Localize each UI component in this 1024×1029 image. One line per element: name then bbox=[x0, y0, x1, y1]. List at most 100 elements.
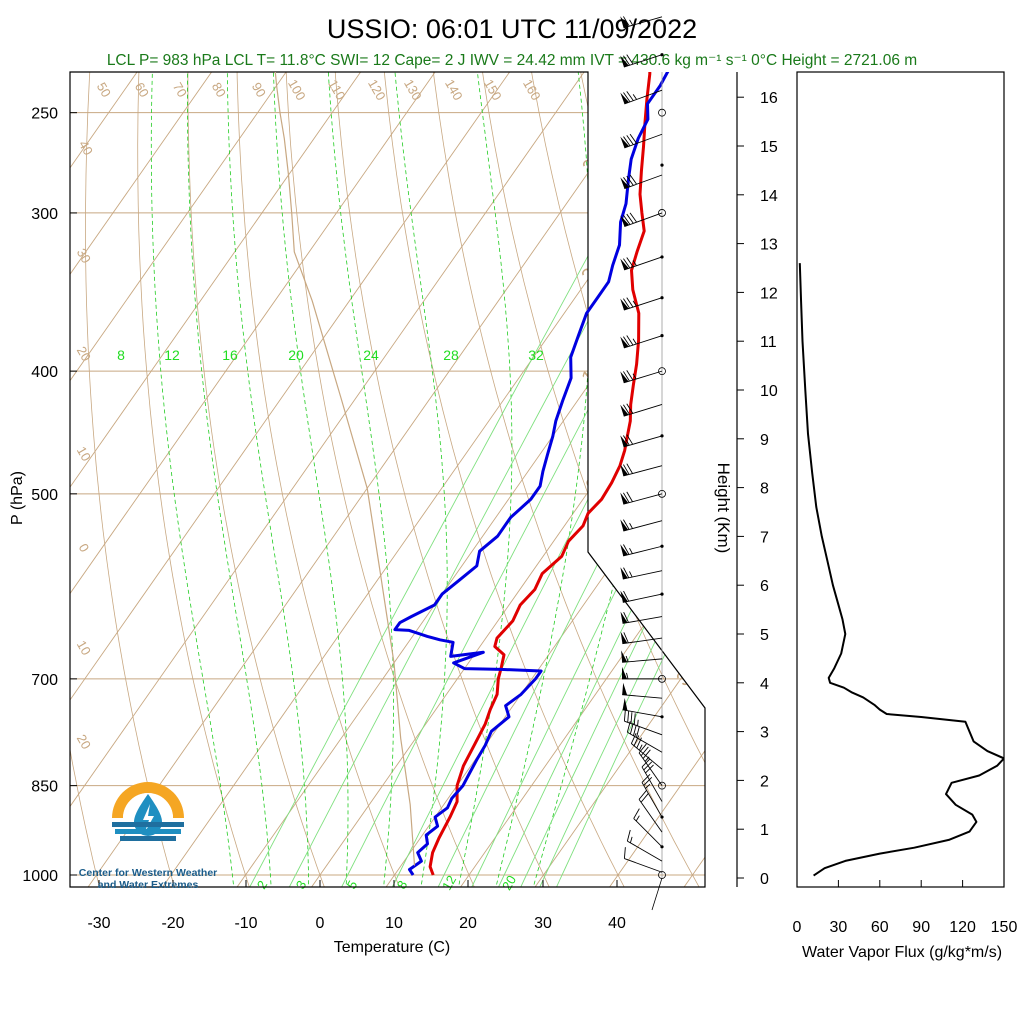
wind-barb-flag bbox=[624, 847, 625, 858]
water-vapor-flux-line bbox=[800, 263, 1004, 876]
skewt-y-axis-label: P (hPa) bbox=[9, 471, 26, 525]
dry-adiabat-line bbox=[689, 0, 1024, 891]
adiabat-label: 10 bbox=[74, 444, 94, 464]
flux-tick-label: 60 bbox=[871, 919, 889, 936]
parcel-path-line bbox=[275, 67, 415, 866]
flux-y-axis-label: Height (Km) bbox=[714, 463, 733, 554]
flux-tick-label: 30 bbox=[830, 919, 848, 936]
adiabat-label: 30 bbox=[74, 246, 94, 266]
skewt-background bbox=[0, 0, 1024, 891]
isotherm-line bbox=[681, 0, 1024, 891]
pressure-tick-label: 850 bbox=[31, 779, 58, 796]
wind-barb bbox=[621, 650, 662, 662]
wind-barb-flag bbox=[631, 712, 632, 723]
wind-barb bbox=[627, 830, 662, 861]
barb-area-mask bbox=[588, 72, 705, 708]
pressure-tick-label: 1000 bbox=[22, 868, 58, 885]
wind-barb-flag bbox=[627, 830, 630, 841]
height-tick-label: 10 bbox=[760, 383, 778, 400]
pressure-tick-label: 500 bbox=[31, 487, 58, 504]
dry-adiabat-line bbox=[920, 0, 1024, 891]
wind-barb-flag bbox=[628, 711, 629, 722]
moist-adiabat-line bbox=[325, 0, 394, 891]
mixing-ratio-label: 16 bbox=[222, 347, 238, 363]
dry-adiabat-line bbox=[188, 0, 326, 891]
temperature-tick-label: 0 bbox=[316, 915, 325, 932]
wind-barb-pennant bbox=[623, 698, 628, 711]
cw3e-logo: Center for Western Weather and Water Ext… bbox=[79, 782, 217, 891]
isotherm-line bbox=[0, 0, 536, 891]
logo-wave-2 bbox=[115, 829, 181, 834]
wind-barb bbox=[642, 759, 662, 802]
wind-barb bbox=[624, 847, 662, 872]
adiabat-label: 160 bbox=[520, 77, 544, 103]
dry-adiabat-line bbox=[804, 0, 1024, 891]
skewt-x-axis-label: Temperature (C) bbox=[334, 939, 450, 956]
isotherm-line bbox=[0, 0, 387, 891]
flux-tick-label: 120 bbox=[949, 919, 976, 936]
height-tick-label: 12 bbox=[760, 285, 778, 302]
height-tick-label: 11 bbox=[760, 334, 777, 351]
pressure-tick-label: 300 bbox=[31, 206, 58, 223]
height-tick-label: 16 bbox=[760, 90, 778, 107]
wind-barb-staff bbox=[624, 859, 662, 873]
flux-tick-label: 90 bbox=[912, 919, 930, 936]
dry-adiabat-line bbox=[138, 0, 251, 891]
dry-adiabat-line bbox=[328, 0, 551, 891]
temperature-tick-label: 10 bbox=[385, 915, 403, 932]
isotherm-line bbox=[458, 0, 1024, 891]
skewt-axes: 1001502002503004005007008501000-30-20-10… bbox=[22, 0, 626, 932]
logo-text-line1: Center for Western Weather bbox=[79, 867, 217, 879]
dry-adiabat-line bbox=[843, 0, 1024, 891]
temperature-tick-label: -20 bbox=[161, 915, 184, 932]
height-tick-label: 3 bbox=[760, 725, 769, 742]
barb-column-tail bbox=[652, 878, 662, 910]
mixing-ratio-label: 12 bbox=[439, 873, 459, 893]
mixing-ratio-label: 20 bbox=[288, 347, 304, 363]
adiabat-label: 150 bbox=[481, 77, 505, 103]
height-tick-label: 0 bbox=[760, 871, 769, 888]
flux-tick-label: 0 bbox=[793, 919, 802, 936]
mixing-ratio-label: 20 bbox=[499, 873, 519, 893]
adiabat-label: 0 bbox=[76, 541, 93, 555]
temperature-tick-label: -10 bbox=[234, 915, 257, 932]
wind-barb-staff bbox=[627, 841, 662, 861]
adiabat-label: 20 bbox=[74, 732, 94, 752]
height-tick-label: 1 bbox=[760, 822, 769, 839]
mixing-ratio-label: 3 bbox=[293, 878, 310, 892]
wind-barb bbox=[622, 683, 662, 698]
mixing-ratio-label: 32 bbox=[528, 347, 544, 363]
wind-barb-halfflag bbox=[627, 673, 629, 679]
temperature-tick-label: 20 bbox=[459, 915, 477, 932]
adiabat-label: 60 bbox=[132, 80, 152, 100]
adiabat-label: 10 bbox=[74, 638, 94, 658]
adiabat-label: 80 bbox=[209, 80, 229, 100]
wind-barb-staff bbox=[634, 819, 662, 847]
adiabat-label: 50 bbox=[94, 80, 114, 100]
isotherm-line bbox=[0, 0, 610, 891]
temperature-tick-label: 30 bbox=[534, 915, 552, 932]
temperature-tick-label: -30 bbox=[87, 915, 110, 932]
wind-barb-flag bbox=[624, 710, 625, 721]
wind-barb-flag bbox=[641, 793, 648, 802]
wind-barb-staff bbox=[639, 753, 662, 786]
isotherm-line bbox=[0, 0, 834, 891]
adiabat-label: 20 bbox=[74, 344, 94, 364]
logo-wave-3 bbox=[120, 836, 176, 841]
isotherm-line bbox=[11, 0, 909, 891]
wind-barb-flag bbox=[634, 713, 635, 724]
mixing-ratio-label: 8 bbox=[394, 878, 411, 892]
wind-barb bbox=[634, 809, 662, 847]
barb-station-dot bbox=[660, 163, 663, 166]
dry-adiabat-line bbox=[650, 0, 1024, 891]
dry-adiabat-line bbox=[727, 0, 1024, 891]
flux-plot-border bbox=[797, 72, 1004, 887]
height-tick-label: 8 bbox=[760, 481, 769, 498]
dry-adiabat-line bbox=[766, 0, 1024, 891]
height-tick-label: 15 bbox=[760, 139, 778, 156]
mixing-ratio-label: 5 bbox=[344, 878, 361, 892]
height-tick-label: 2 bbox=[760, 773, 769, 790]
wind-barb-flag bbox=[639, 791, 646, 800]
adiabat-label: 140 bbox=[442, 77, 466, 103]
